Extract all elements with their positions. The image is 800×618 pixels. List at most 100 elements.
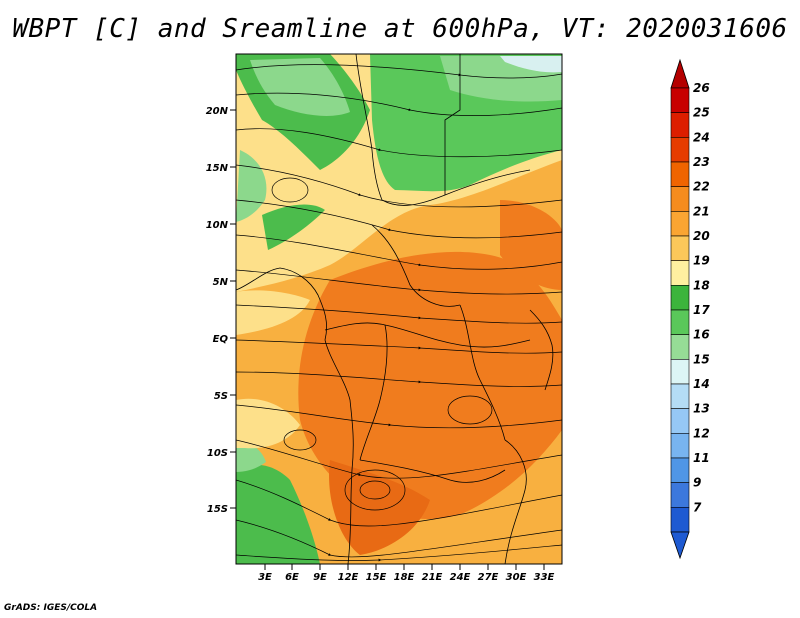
colorbar-swatch [670, 211, 690, 237]
coastline-southwest [324, 339, 354, 564]
border-equatorial [324, 322, 531, 348]
colorbar-swatch [670, 186, 690, 212]
streamline [236, 199, 562, 239]
colorbar-swatch [670, 433, 690, 459]
colorbar-label: 26 [693, 81, 710, 95]
map-title: WBPT [C] and Sreamline at 600hPa, VT: 20… [12, 14, 788, 44]
vortex-south-inner [359, 480, 391, 500]
colorbar-label: 15 [693, 352, 710, 366]
colorbar-swatch [670, 482, 690, 508]
streamline [236, 544, 562, 562]
lon-tick-27e: 27E [478, 564, 499, 583]
streamline [236, 234, 562, 270]
streamline [236, 304, 562, 324]
border-east-1 [459, 304, 506, 441]
lat-label-20n: 20N [206, 106, 229, 117]
vortex-west [283, 429, 317, 451]
lon-label-6e: 6E [285, 572, 299, 583]
colorbar-label: 18 [693, 278, 710, 292]
lon-label-21e: 21E [422, 572, 443, 583]
lat-label-10n: 10N [206, 220, 229, 231]
colorbar-label: 22 [693, 180, 710, 194]
colorbar-label: 12 [693, 426, 710, 440]
lon-label-3e: 3E [258, 572, 272, 583]
colorbar-swatch [670, 161, 690, 187]
lat-label-5s: 5S [214, 391, 228, 402]
colorbar-swatch [670, 359, 690, 385]
lon-tick-3e: 3E [258, 564, 272, 583]
lon-tick-15e: 15E [366, 564, 387, 583]
lon-label-24e: 24E [450, 572, 471, 583]
lat-tick-15n: 15N [206, 163, 236, 174]
field-green-w-band [262, 204, 325, 250]
grads-credit: GrADS: IGES/COLA [4, 603, 98, 613]
border-central-1 [371, 224, 461, 307]
colorbar-label: 24 [693, 130, 710, 144]
longitude-axis: 3E 6E 9E 12E 15E 18E 21E 24E 27E 30E 33E [258, 564, 555, 583]
lat-tick-10s: 10S [207, 448, 236, 459]
plot-frame [235, 53, 563, 565]
lat-tick-15s: 15S [207, 504, 236, 515]
streamline [236, 92, 562, 116]
streamline [236, 371, 562, 387]
lon-tick-33e: 33E [534, 564, 555, 583]
colorbar-swatch [670, 137, 690, 163]
colorbar-label: 11 [693, 451, 710, 465]
field-yellow-w [236, 290, 310, 335]
streamline [236, 128, 562, 158]
vortex-east [447, 395, 493, 425]
colorbar-swatch [670, 285, 690, 311]
lon-tick-21e: 21E [422, 564, 443, 583]
field-orange-core [298, 251, 562, 520]
vortex-northwest [271, 177, 309, 203]
colorbar-label: 21 [693, 204, 710, 218]
colorbar-swatch [670, 309, 690, 335]
lon-label-33e: 33E [534, 572, 555, 583]
field-deep-orange-s [329, 460, 430, 555]
colorbar-label: 14 [693, 377, 710, 391]
colorbar-label: 13 [693, 402, 710, 416]
streamline [236, 404, 562, 429]
colorbar-bottom-arrow [670, 531, 690, 560]
lat-tick-5s: 5S [214, 391, 236, 402]
lat-tick-eq: EQ [213, 334, 236, 345]
lon-label-18e: 18E [394, 572, 415, 583]
colorbar-label: 7 [693, 500, 702, 514]
lon-tick-24e: 24E [450, 564, 471, 583]
lon-tick-30e: 30E [506, 564, 527, 583]
colorbar-swatches [670, 87, 690, 533]
streamlines [236, 64, 562, 562]
field-yellow-sw [236, 398, 300, 449]
lat-tick-10n: 10N [206, 220, 236, 231]
streamline [236, 269, 562, 295]
field-orange-ne [500, 200, 562, 290]
colorbar-label: 23 [693, 155, 710, 169]
lat-label-eq: EQ [213, 334, 229, 345]
border-sahel [381, 169, 531, 206]
lon-tick-12e: 12E [338, 564, 359, 583]
lat-label-15s: 15S [207, 504, 228, 515]
streamline [236, 164, 562, 208]
streamline [236, 479, 562, 527]
colorbar-swatch [670, 408, 690, 434]
colorbar-swatch [670, 260, 690, 286]
lat-label-5n: 5N [213, 277, 229, 288]
colorbar: 26 25 24 23 22 21 20 19 18 17 16 15 14 13 12 11 9 7 [670, 58, 710, 560]
streamline [236, 339, 562, 354]
lon-label-12e: 12E [338, 572, 359, 583]
colorbar-label: 25 [693, 106, 710, 120]
lon-tick-18e: 18E [394, 564, 415, 583]
colorbar-swatch [670, 235, 690, 261]
colorbar-swatch [670, 457, 690, 483]
colorbar-top-arrow [670, 58, 690, 89]
lon-tick-6e: 6E [285, 564, 299, 583]
colorbar-label: 17 [693, 303, 710, 317]
lat-tick-20n: 20N [206, 106, 236, 117]
colorbar-swatch [670, 87, 690, 113]
colorbar-label: 20 [693, 229, 710, 243]
streamline [236, 439, 562, 479]
wbpt-shaded-field [236, 54, 562, 564]
lat-label-15n: 15N [206, 163, 229, 174]
colorbar-swatch [670, 507, 690, 533]
